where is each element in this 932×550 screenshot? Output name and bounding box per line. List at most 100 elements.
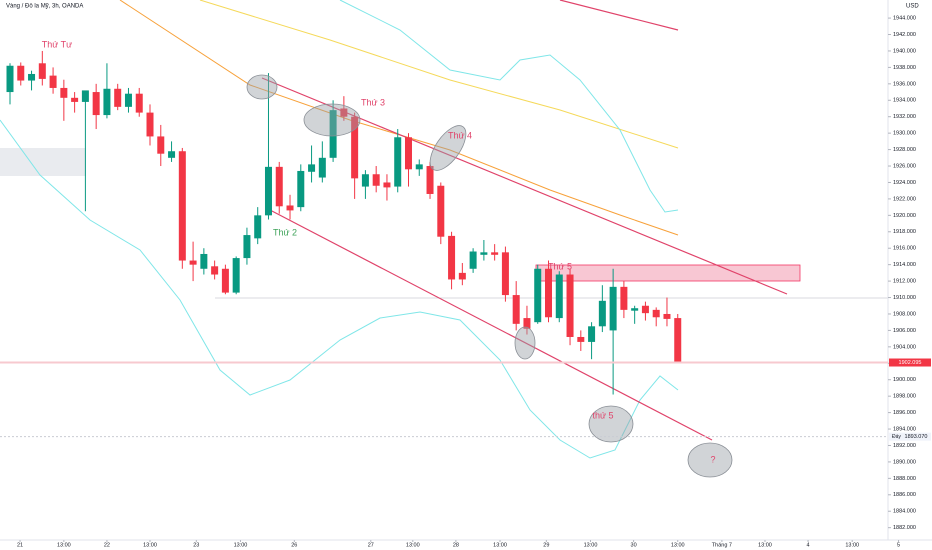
y-tick-label: 1896.000 (893, 410, 916, 416)
candle-body (286, 205, 294, 211)
y-tick-label: 1882.000 (893, 525, 916, 531)
y-tick-label: 1914.000 (893, 262, 916, 268)
y-tick-label: 1934.000 (893, 98, 916, 104)
candle-body (523, 318, 531, 329)
y-tick-label: 1942.000 (893, 32, 916, 38)
x-tick-label: 22 (104, 542, 110, 548)
candle-body (534, 268, 542, 323)
y-tick-label: 1900.000 (893, 377, 916, 383)
highlight (246, 74, 278, 100)
candle-body (351, 116, 359, 179)
candle-body (124, 93, 132, 107)
x-tick-label: 13:00 (234, 542, 248, 548)
y-tick-label: 1906.000 (893, 328, 916, 334)
candle-body (437, 185, 445, 237)
candle-body (448, 235, 456, 280)
currency: USD (906, 4, 919, 10)
candle-body (211, 266, 219, 275)
x-tick-label: 13:00 (493, 542, 507, 548)
candle-body (620, 286, 628, 310)
candle-body (631, 308, 639, 311)
candle-body (168, 151, 176, 158)
x-tick-label: 13:00 (845, 542, 859, 548)
y-tick-label: 1908.000 (893, 311, 916, 317)
candle-body (674, 318, 682, 363)
candle-body (189, 260, 197, 265)
candle-body (81, 90, 89, 102)
y-tick-label: 1886.000 (893, 492, 916, 498)
candle-body (28, 73, 36, 81)
candle-body (200, 253, 208, 269)
x-tick-label: 28 (453, 542, 459, 548)
y-tick-label: 1884.000 (893, 509, 916, 515)
y-tick-label: 1910.000 (893, 295, 916, 301)
ma-line (119, 0, 679, 236)
candle-body (329, 110, 337, 158)
y-tick-label: 1944.000 (893, 16, 916, 22)
candle-body (383, 182, 391, 188)
price-label: 1902.095 (899, 360, 922, 366)
highlight (687, 442, 733, 478)
candle-body (178, 151, 186, 261)
y-tick-label: 1918.000 (893, 229, 916, 235)
candle-body (501, 252, 509, 296)
candle-body (103, 88, 111, 116)
candle-body (577, 336, 585, 342)
candle-body (566, 274, 574, 337)
candle-body (588, 326, 596, 342)
candle-body (264, 166, 272, 216)
candle-body (6, 65, 14, 93)
candle-body (555, 274, 563, 319)
y-tick-label: 1912.000 (893, 279, 916, 285)
x-tick-label: 13:00 (671, 542, 685, 548)
y-tick-label: 1940.000 (893, 48, 916, 54)
candle-body (49, 75, 57, 88)
x-tick-label: 13:00 (584, 542, 598, 548)
y-tick-label: 1920.000 (893, 213, 916, 219)
y-tick-label: 1938.000 (893, 65, 916, 71)
x-tick-label: 21 (17, 542, 23, 548)
y-tick-label: 1898.000 (893, 394, 916, 400)
low-name: Đáy (892, 434, 901, 440)
candle-body (297, 170, 305, 208)
candle-body (458, 272, 466, 280)
candle-body (361, 174, 369, 187)
y-tick-label: 1890.000 (893, 459, 916, 465)
x-tick-label: 13:00 (57, 542, 71, 548)
y-tick-label: 1922.000 (893, 196, 916, 202)
chart-title: Vàng / Đô la Mỹ, 3h, OANDA (6, 4, 83, 10)
y-tick-label: 1916.000 (893, 246, 916, 252)
x-tick-label: 30 (631, 542, 637, 548)
annotation: Thứ 4 (448, 130, 472, 140)
x-tick-label: 13:00 (406, 542, 420, 548)
x-tick-label: 5 (897, 542, 900, 548)
y-tick-label: 1936.000 (893, 81, 916, 87)
annotation: Thứ 5 (548, 261, 572, 271)
candle-body (480, 252, 488, 255)
candle-body (146, 112, 154, 137)
x-tick-label: 29 (543, 542, 549, 548)
annotation: ? (710, 454, 715, 464)
candle-body (426, 166, 434, 194)
candle-body (221, 268, 229, 293)
y-tick-label: 1932.000 (893, 114, 916, 120)
x-tick-label: 23 (193, 542, 199, 548)
candle-body (404, 137, 412, 170)
candle-body (243, 235, 251, 259)
trend-line (261, 77, 788, 295)
candle-body (641, 305, 649, 314)
annotation: thứ 5 (592, 410, 613, 420)
y-tick-label: 1926.000 (893, 163, 916, 169)
candle-body (92, 92, 100, 116)
low-tag (889, 432, 931, 441)
candle-body (114, 88, 122, 107)
band-line (0, 119, 679, 459)
highlight (588, 405, 634, 443)
price-tag (889, 358, 931, 367)
candle-body (598, 300, 606, 327)
annotation: Thứ 3 (361, 97, 385, 107)
candle-body (545, 268, 552, 318)
y-tick-label: 1928.000 (893, 147, 916, 153)
resistance-zone (535, 264, 801, 282)
